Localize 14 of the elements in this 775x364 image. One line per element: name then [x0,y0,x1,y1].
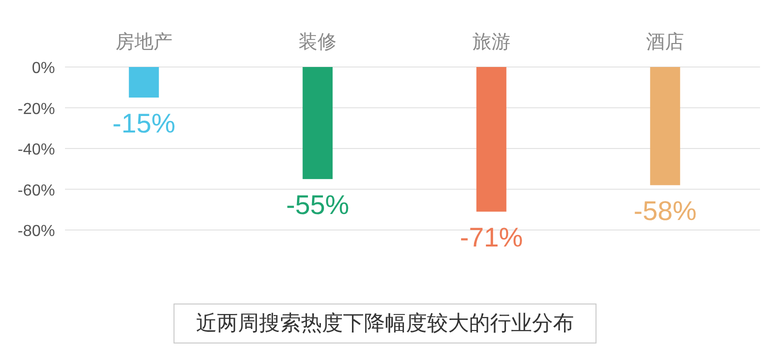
y-tick-label: 0% [32,60,55,77]
x-tick-label: 装修 [298,32,337,53]
x-tick-label: 房地产 [115,31,172,53]
data-label: -58% [634,196,697,226]
data-label: -55% [286,190,350,220]
y-tick-label: -20% [18,100,55,118]
text: 近两周搜索热度下降幅度较大的行业分布 [196,312,574,335]
data-label: -15% [112,108,176,139]
data-label: -71% [460,222,523,253]
y-tick-label: -60% [18,182,55,200]
x-tick-label: 旅游 [472,32,510,53]
y-tick-label: -80% [18,223,55,240]
y-tick-label: -40% [18,142,55,158]
x-tick-label: 酒店 [646,31,684,53]
